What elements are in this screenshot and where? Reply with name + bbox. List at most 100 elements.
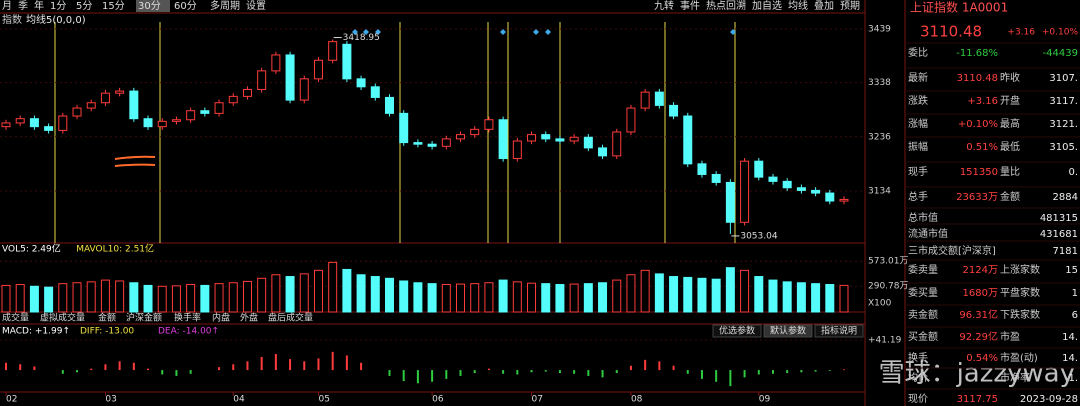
volume-bar [413,282,423,313]
candle-body [271,54,281,72]
event-icon[interactable] [375,29,381,35]
tool-button[interactable]: 九转 [654,0,674,12]
indicator-tab[interactable]: 盘后成交量 [268,312,313,324]
ma-label: 均线5(0,0,0) [26,13,86,26]
quote-value: 1 [1072,288,1078,299]
indicator-tab[interactable]: 沪深金额 [126,312,162,324]
event-icon[interactable] [533,29,539,35]
indicator-tab[interactable]: 换手率 [174,312,201,324]
period-tab[interactable]: 5分 [76,0,92,12]
volume-bar [257,277,267,313]
event-icon[interactable] [500,29,506,35]
param-button-label[interactable]: 指标说明 [821,325,857,337]
period-tab[interactable]: 15分 [102,0,125,12]
volume-bar [555,284,565,313]
candle-body [711,173,721,183]
quote-value: 3117. [1049,96,1078,107]
param-button-label[interactable]: 默认参数 [770,325,806,337]
volume-bar [569,283,579,313]
quote-label: 流通市值 [908,227,948,240]
period-tab[interactable]: 60分 [174,0,197,12]
period-tab[interactable]: 季 [18,0,28,12]
tool-button[interactable]: 事件 [680,0,700,12]
candle-body [754,160,764,178]
event-icon[interactable] [545,29,551,35]
volume-bar [143,284,153,313]
volume-bar [725,267,735,313]
candle-body [839,198,849,202]
volume-bar [612,279,622,313]
volume-legend: MAVOL10: 2.51亿 [76,243,154,255]
quote-value: -44439 [1043,48,1078,59]
quote-label: 现价 [908,393,928,405]
period-tab[interactable]: 月 [2,0,12,12]
quote-label: 量比 [1000,166,1020,178]
x-tick-label: 03 [105,395,116,405]
quote-label: 下跌家数 [1000,308,1040,321]
tool-button[interactable]: 叠加 [814,0,834,12]
volume-bar [29,285,39,313]
candle-body [413,142,423,145]
param-button[interactable] [763,324,813,338]
volume-bar [470,283,480,313]
tool-button[interactable]: 预期 [840,0,860,12]
candle-body [285,54,295,101]
volume-bar [157,285,167,313]
x-tick-label: 08 [631,395,643,405]
quote-label: 最低 [1000,140,1020,153]
event-icon[interactable] [730,29,736,35]
indicator-tab[interactable]: 成交量 [2,312,29,324]
volume-bar [484,282,494,313]
candle-body [399,112,409,144]
indicator-tab[interactable]: 内盘 [212,312,230,324]
param-button[interactable] [814,324,864,338]
volume-bar [669,276,679,313]
param-button-label[interactable]: 优选参数 [719,325,755,337]
volume-bar [58,283,68,313]
quote-label: 昨收 [1000,71,1020,84]
period-tab[interactable]: 1分 [50,0,66,12]
quote-label: 涨跌 [908,94,928,107]
quote-label: 涨幅 [908,117,928,130]
event-icons[interactable] [352,29,736,35]
quote-label: 振幅 [908,140,928,153]
param-button[interactable] [712,324,762,338]
scribble-stroke [114,155,156,160]
quote-label: 开盘 [1000,94,1020,107]
volume-bar [313,269,323,313]
scribble [114,155,156,167]
candle-body [612,131,622,157]
quote-value: 14. [1062,332,1078,343]
indicator-tab[interactable]: 外盘 [240,312,258,324]
quote-value: 0.54% [966,353,998,364]
period-tab[interactable]: 多周期 [210,0,240,12]
volume-bar [1,284,11,313]
tool-button[interactable]: 加自选 [752,0,782,12]
tool-button[interactable]: 均线 [788,0,808,12]
event-icon[interactable] [352,29,358,35]
volume-bar [598,282,608,313]
period-tab[interactable]: 年 [34,0,44,12]
x-tick-label: 06 [432,395,444,405]
volume-bar [456,283,466,313]
candle-body [541,134,551,140]
candle-body [441,138,451,147]
y-tick-label: 573.01万 [868,257,909,267]
candle-body [654,91,664,106]
indicator-tab[interactable]: 虚拟成交量 [40,312,85,324]
volume-bar [86,281,96,313]
volume-unit: X100 [868,299,892,309]
quote-value: 96.31亿 [959,308,998,321]
period-tab[interactable]: 30分 [138,0,161,12]
period-tab[interactable]: 设置 [246,0,266,12]
quote-value: 1680万 [963,288,998,299]
indicator-tab[interactable]: 金额 [98,312,116,324]
candle-body [313,59,323,80]
volume-bar [654,273,664,313]
candle-body [796,187,806,191]
tool-button[interactable]: 热点回溯 [706,0,746,12]
candle-body [626,107,636,133]
quote-change: +3.16 [1007,28,1035,38]
event-icon[interactable] [363,29,369,35]
